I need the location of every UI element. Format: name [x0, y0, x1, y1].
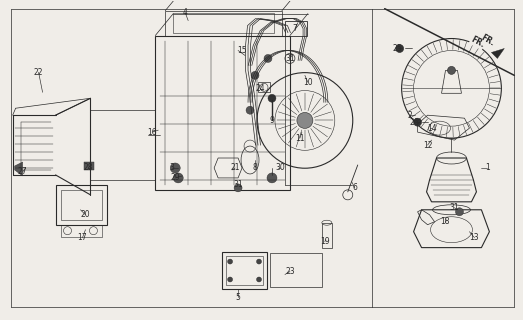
Circle shape: [297, 112, 313, 128]
Text: 22: 22: [34, 68, 43, 77]
Bar: [258, 82, 270, 92]
Text: FR.: FR.: [469, 35, 486, 50]
Bar: [270, 252, 322, 287]
Text: 31: 31: [450, 203, 459, 212]
Text: 5: 5: [236, 293, 241, 302]
Circle shape: [267, 173, 277, 183]
Text: 19: 19: [320, 237, 329, 246]
Text: 12: 12: [423, 140, 433, 149]
Text: 17: 17: [77, 233, 87, 242]
Bar: [226, 256, 263, 285]
Circle shape: [170, 163, 180, 173]
Circle shape: [173, 173, 183, 183]
Circle shape: [395, 44, 404, 52]
Text: 2: 2: [407, 111, 412, 120]
Bar: [222, 252, 267, 289]
Circle shape: [256, 277, 262, 282]
Text: 25: 25: [393, 44, 403, 53]
Circle shape: [251, 71, 259, 79]
Polygon shape: [492, 49, 504, 59]
Text: 8: 8: [253, 164, 257, 172]
Text: 15: 15: [237, 46, 247, 55]
Circle shape: [264, 54, 272, 62]
Circle shape: [268, 94, 276, 102]
Text: 11: 11: [295, 133, 305, 143]
Text: 9: 9: [269, 116, 275, 125]
Polygon shape: [15, 162, 22, 176]
Circle shape: [414, 118, 422, 126]
Circle shape: [228, 259, 233, 264]
Circle shape: [234, 184, 242, 192]
Circle shape: [246, 106, 254, 114]
Circle shape: [256, 259, 262, 264]
Text: 4: 4: [183, 8, 188, 17]
Text: 6: 6: [353, 183, 357, 192]
Circle shape: [228, 277, 233, 282]
Text: 24: 24: [255, 84, 265, 93]
Text: 10: 10: [303, 78, 313, 87]
Text: 28: 28: [84, 164, 93, 172]
Text: 13: 13: [470, 233, 479, 242]
Bar: [55, 185, 107, 225]
Text: 18: 18: [440, 217, 449, 226]
Bar: [85, 162, 95, 170]
Text: 31: 31: [233, 180, 243, 189]
Text: 23: 23: [285, 267, 295, 276]
Bar: [61, 190, 103, 220]
Bar: [285, 20, 307, 36]
Text: 30: 30: [275, 164, 285, 172]
Text: 27: 27: [18, 167, 27, 176]
Circle shape: [456, 208, 463, 216]
Text: FR.: FR.: [480, 33, 496, 48]
Text: 21: 21: [230, 164, 240, 172]
Text: 26: 26: [410, 118, 419, 127]
Text: 29: 29: [170, 173, 180, 182]
Text: 16: 16: [147, 128, 157, 137]
Text: 14: 14: [427, 124, 436, 132]
Bar: [61, 225, 103, 237]
Bar: [322, 223, 332, 248]
Bar: [165, 11, 282, 36]
Text: 1: 1: [485, 164, 490, 172]
Text: 7: 7: [292, 24, 298, 33]
Text: 31: 31: [285, 54, 295, 63]
Text: 3: 3: [170, 164, 175, 172]
Circle shape: [448, 67, 456, 74]
Bar: [155, 36, 290, 190]
Bar: [173, 13, 274, 33]
Text: 20: 20: [81, 210, 90, 219]
